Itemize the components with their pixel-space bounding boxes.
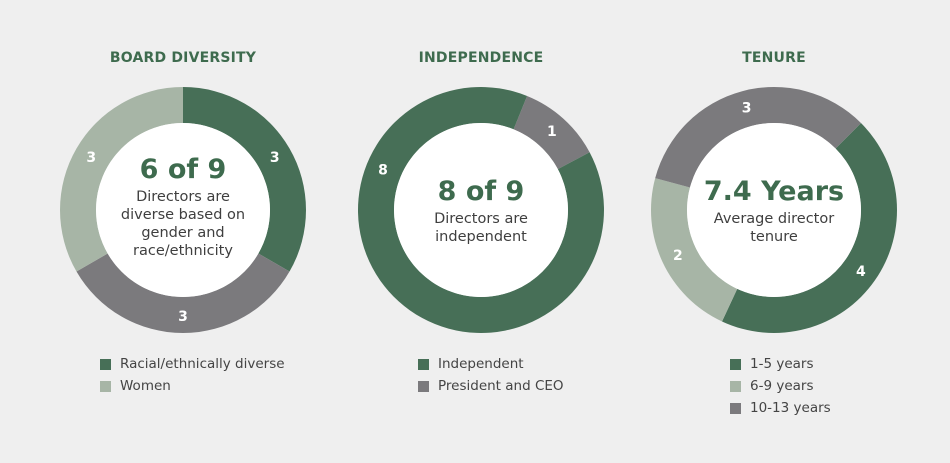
legend-item: 1-5 years	[730, 353, 831, 375]
center-value: 7.4 Years	[703, 176, 845, 207]
donut-slice	[655, 87, 861, 188]
legend-item: Women	[100, 375, 285, 397]
chart-title: INDEPENDENCE	[418, 50, 544, 66]
legend-swatch	[730, 402, 741, 414]
legend-label: Women	[120, 378, 171, 394]
legend: 1-5 years 6-9 years 10-13 years	[730, 353, 831, 419]
legend-swatch	[100, 380, 111, 392]
slice-label: 2	[673, 248, 683, 264]
slice-label: 3	[86, 150, 96, 166]
legend-swatch	[418, 358, 429, 370]
center-text: 8 of 9 Directors are independent	[411, 176, 551, 246]
board-diversity-panel: BOARD DIVERSITY 3 3 3 6 of 9 Directors are…	[28, 0, 338, 463]
legend-swatch	[100, 358, 111, 370]
donut-slice	[60, 87, 183, 272]
donut-hole	[687, 123, 861, 297]
donut-hole	[394, 123, 568, 297]
legend-item: 6-9 years	[730, 375, 831, 397]
slice-label: 3	[270, 150, 280, 166]
center-value: 6 of 9	[139, 154, 227, 185]
donut-slice	[183, 87, 306, 272]
legend-item: Independent	[418, 353, 564, 375]
board-diversity-donut: 3 3 3	[60, 87, 306, 333]
donut-slice	[651, 178, 738, 322]
legend-swatch	[730, 380, 741, 392]
donut-hole	[96, 123, 270, 297]
legend-item: 10-13 years	[730, 397, 831, 419]
slice-label: 1	[547, 124, 557, 140]
legend-label: President and CEO	[438, 378, 564, 394]
chart-title: TENURE	[742, 50, 806, 66]
slice-label: 3	[742, 101, 752, 117]
legend-item: Racial/ethnically diverse	[100, 353, 285, 375]
legend-swatch	[418, 380, 429, 392]
slice-label: 8	[378, 163, 388, 179]
independence-donut: 18	[357, 86, 604, 333]
legend-label: 1-5 years	[750, 356, 814, 372]
center-label: Directors are independent	[434, 211, 528, 245]
donut-slice	[722, 123, 897, 333]
center-value: 8 of 9	[437, 176, 525, 207]
slice-label: 3	[178, 309, 188, 325]
legend-label: Racial/ethnically diverse	[120, 356, 285, 372]
legend-label: 10-13 years	[750, 400, 831, 416]
legend-label: 6-9 years	[750, 378, 814, 394]
legend: Racial/ethnically diverse Women	[100, 353, 285, 397]
slice-label: 4	[856, 264, 866, 280]
donut-slice	[513, 95, 590, 170]
legend-label: Independent	[438, 356, 524, 372]
center-label: Directors are diverse based on gender an…	[120, 189, 246, 259]
legend: Independent President and CEO	[418, 353, 564, 397]
center-text: 6 of 9 Directors are diverse based on ge…	[108, 154, 258, 260]
tenure-donut: 4 2 3	[651, 87, 897, 333]
center-label: Average director tenure	[713, 211, 835, 245]
legend-item: President and CEO	[418, 375, 564, 397]
legend-swatch	[730, 358, 741, 370]
chart-title: BOARD DIVERSITY	[109, 50, 257, 66]
donut-slice	[76, 253, 290, 333]
tenure-panel: TENURE 4 2 3 7.4 Years Average director te…	[619, 0, 929, 463]
center-text: 7.4 Years Average director tenure	[699, 176, 849, 246]
